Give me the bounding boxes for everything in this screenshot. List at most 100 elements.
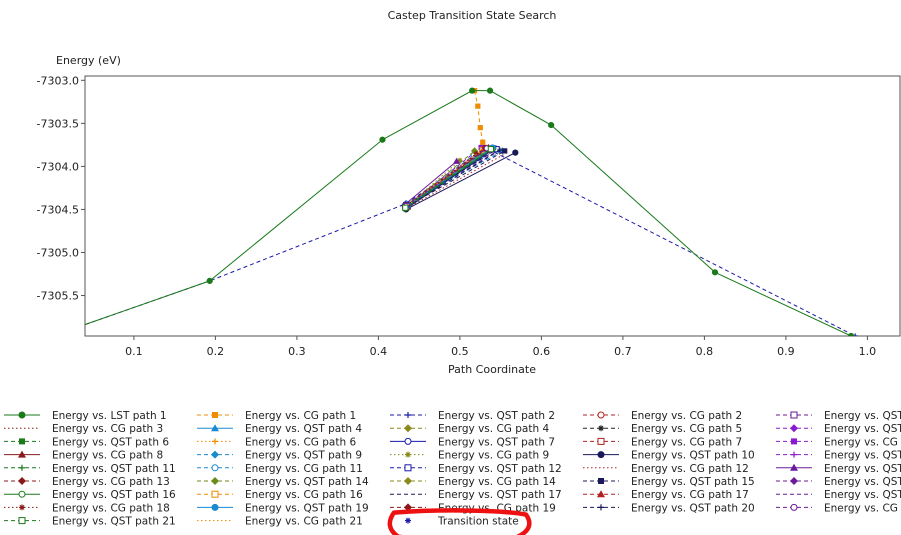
legend-item[interactable]: Energy vs. QST path 7 — [390, 436, 555, 448]
legend-item[interactable]: Energy vs. QST path 10 — [583, 450, 755, 462]
data-point — [486, 87, 494, 94]
series-line — [407, 151, 510, 209]
legend-label: Energy vs. QST — [824, 489, 901, 501]
data-point — [473, 150, 479, 157]
data-point — [469, 87, 476, 94]
legend-item[interactable]: Energy vs. QST path 14 — [197, 476, 369, 488]
legend-item[interactable]: Energy vs. CG path 9 — [390, 450, 549, 462]
legend-item[interactable]: Energy vs. QST — [776, 463, 901, 475]
legend-swatch-marker — [18, 517, 26, 525]
legend-swatch-marker — [405, 517, 411, 524]
legend-item[interactable]: Energy vs. CG — [776, 502, 898, 514]
legend-label: Energy vs. QST path 16 — [52, 489, 176, 501]
series-line — [404, 154, 475, 207]
legend-item[interactable]: Energy vs. QST — [776, 489, 901, 501]
legend-item[interactable]: Energy vs. QST — [776, 423, 901, 435]
y-tick-label: -7303.0 — [37, 74, 79, 87]
legend-swatch-marker — [791, 438, 797, 445]
legend-item[interactable]: Energy vs. CG path 18 — [4, 502, 170, 514]
series-line — [405, 150, 503, 204]
legend-item[interactable]: Energy vs. CG path 7 — [583, 436, 742, 448]
legend-label: Energy vs. CG path 8 — [52, 450, 163, 462]
legend-label: Transition state — [437, 516, 519, 528]
legend-swatch-marker — [790, 503, 798, 511]
legend-swatch-marker — [211, 424, 219, 432]
legend-label: Energy vs. QST — [824, 476, 901, 488]
legend-item[interactable]: Energy vs. QST path 21 — [4, 516, 176, 528]
series-energy-vs-cg-path-12 — [407, 151, 510, 209]
legend-swatch-marker — [598, 478, 604, 484]
legend-item[interactable]: Energy vs. CG path 2 — [583, 410, 742, 422]
legend-swatch-marker — [211, 490, 219, 498]
legend-item[interactable]: Energy vs. CG path 5 — [583, 423, 742, 435]
legend-label: Energy vs. CG path 6 — [245, 436, 356, 448]
legend-swatch-marker — [597, 451, 605, 459]
legend-item[interactable]: Energy vs. QST — [776, 410, 901, 422]
legend-item[interactable]: Energy vs. CG path 14 — [390, 476, 556, 488]
legend-swatch-marker — [404, 464, 412, 472]
x-tick-label: 0.1 — [125, 345, 143, 358]
legend-item[interactable]: Energy vs. CG path 17 — [583, 489, 749, 501]
chart-title: Castep Transition State Search — [388, 9, 557, 22]
y-axis-label: Energy (eV) — [56, 54, 121, 67]
legend-item[interactable]: Energy vs. LST path 1 — [4, 410, 167, 422]
legend-item[interactable]: Energy vs. QST path 19 — [197, 502, 369, 514]
y-tick-label: -7303.5 — [37, 117, 79, 130]
legend-item[interactable]: Energy vs. CG path 12 — [583, 463, 749, 475]
legend-swatch-marker — [212, 412, 218, 418]
data-point — [852, 333, 858, 336]
x-tick-label: 0.4 — [370, 345, 388, 358]
legend-label: Energy vs. CG path 17 — [631, 489, 749, 501]
legend-swatch-marker — [790, 463, 798, 471]
legend-swatch-marker — [790, 424, 798, 433]
legend-swatch-marker — [790, 411, 798, 419]
series-energy-vs-lst-path-1 — [85, 87, 855, 336]
x-axis-label: Path Coordinate — [448, 363, 536, 376]
legend-item[interactable]: Energy vs. QST path 9 — [197, 450, 362, 462]
legend-item[interactable]: Energy vs. QST path 2 — [390, 410, 555, 422]
legend-item[interactable]: Energy vs. CG path 11 — [197, 463, 363, 475]
legend-item[interactable]: Energy vs. QST path 16 — [4, 489, 176, 501]
legend-item[interactable]: Energy vs. QST path 12 — [390, 463, 562, 475]
legend-item[interactable]: Energy vs. QST path 6 — [4, 436, 169, 448]
legend-item[interactable]: Energy vs. CG path 1 — [197, 410, 356, 422]
legend-item[interactable]: Energy vs. QST path 15 — [583, 476, 755, 488]
y-tick-label: -7305.5 — [37, 290, 79, 303]
legend-item[interactable]: Energy vs. QST — [776, 450, 901, 462]
legend-item[interactable]: Energy vs. CG path 16 — [197, 489, 363, 501]
legend-swatch-marker — [212, 438, 218, 445]
data-point — [512, 149, 519, 156]
series-line — [85, 90, 852, 336]
legend-item[interactable]: Energy vs. QST path 20 — [583, 502, 755, 514]
legend-item[interactable]: Energy vs. QST path 4 — [197, 423, 362, 435]
legend-item[interactable]: Energy vs. CG path 8 — [4, 450, 163, 462]
legend-item[interactable]: Energy vs. CG path 21 — [197, 516, 363, 528]
legend-label: Energy vs. CG path 13 — [52, 476, 170, 488]
legend-label: Energy vs. QST path 2 — [438, 410, 555, 422]
legend-label: Energy vs. QST path 9 — [245, 450, 362, 462]
legend-label: Energy vs. CG path 12 — [631, 463, 749, 475]
legend-label: Energy vs. QST path 11 — [52, 463, 176, 475]
legend-swatch-marker — [404, 477, 412, 485]
legend-item[interactable]: Energy vs. CG path 4 — [390, 423, 549, 435]
legend-item[interactable]: Energy vs. CG — [776, 436, 898, 448]
legend-swatch-marker — [19, 504, 25, 511]
legend-swatch-marker — [404, 424, 412, 433]
series-line — [404, 160, 457, 205]
legend-swatch-marker — [597, 437, 605, 445]
legend-item[interactable]: Energy vs. CG path 13 — [4, 476, 170, 488]
plot-area — [84, 75, 901, 337]
data-point — [453, 157, 461, 164]
data-point — [379, 136, 386, 143]
y-tick-label: -7304.0 — [37, 160, 79, 173]
legend-item[interactable]: Energy vs. QST path 11 — [4, 463, 176, 475]
legend-label: Energy vs. QST path 21 — [52, 516, 176, 528]
series-line — [85, 148, 856, 336]
legend-item[interactable]: Energy vs. CG path 3 — [4, 423, 163, 435]
legend-item[interactable]: Transition state — [405, 516, 519, 528]
legend-item[interactable]: Energy vs. CG path 6 — [197, 436, 356, 448]
legend-item[interactable]: Energy vs. QST path 17 — [390, 489, 562, 501]
legend-label: Energy vs. CG path 4 — [438, 423, 549, 435]
legend-item[interactable]: Energy vs. QST — [776, 476, 901, 488]
